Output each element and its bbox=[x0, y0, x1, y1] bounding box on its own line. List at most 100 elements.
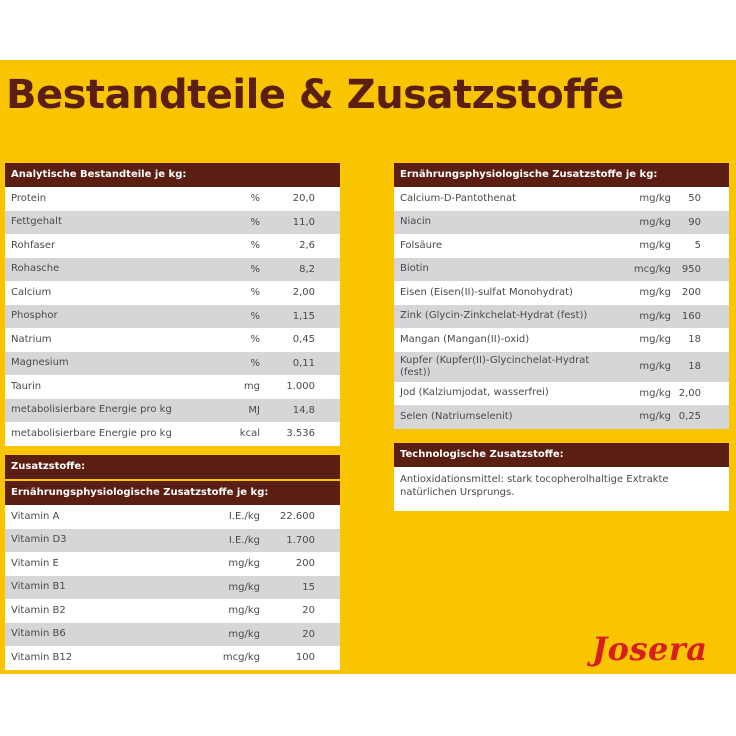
page-title: Bestandteile & Zusatzstoffe bbox=[6, 72, 624, 118]
table-row: Mangan (Mangan(II)-oxid) mg/kg 18 bbox=[394, 328, 729, 352]
table-row: Vitamin B2 mg/kg 20 bbox=[5, 599, 340, 623]
row-value: 18 bbox=[688, 334, 701, 346]
table-row: Phosphor% 1,15 bbox=[5, 304, 340, 328]
table-row: Rohfaser% 2,6 bbox=[5, 234, 340, 258]
row-unit: mg/kg bbox=[639, 310, 671, 322]
row-value: 18 bbox=[688, 361, 701, 372]
row-unit: mg/kg bbox=[639, 361, 671, 372]
row-unit: % bbox=[250, 310, 260, 322]
row-name: Fettgehalt bbox=[11, 216, 62, 228]
row-name: Phosphor bbox=[11, 310, 58, 322]
row-name: Selen (Natriumselenit) bbox=[400, 410, 513, 422]
table-row: Fettgehalt% 11,0 bbox=[5, 210, 340, 234]
row-unit: mg/kg bbox=[228, 628, 260, 640]
row-unit: mg/kg bbox=[228, 558, 260, 570]
analytical-header: Analytische Bestandteile je kg: bbox=[5, 163, 340, 187]
row-value: 22.600 bbox=[280, 511, 315, 523]
row-name: Vitamin E bbox=[11, 557, 59, 569]
row-name: Vitamin B1 bbox=[11, 581, 66, 593]
row-unit: MJ bbox=[248, 404, 260, 416]
table-row: Calcium-D-Pantothenat mg/kg 50 bbox=[394, 187, 729, 211]
row-name: Mangan (Mangan(II)-oxid) bbox=[400, 333, 530, 345]
row-value: 14,8 bbox=[292, 404, 315, 416]
table-row: Eisen (Eisen(II)-sulfat Monohydrat) mg/kg… bbox=[394, 281, 729, 305]
additives-header: Zusatzstoffe: bbox=[5, 455, 340, 479]
row-unit: % bbox=[250, 334, 260, 346]
row-name: metabolisierbare Energie pro kg bbox=[11, 404, 172, 416]
row-unit: kcal bbox=[239, 428, 260, 440]
table-row: Natrium% 0,45 bbox=[5, 328, 340, 352]
row-value: 20 bbox=[302, 605, 315, 617]
row-name: Vitamin D3 bbox=[11, 534, 67, 546]
row-value: 160 bbox=[681, 310, 701, 322]
row-name: Kupfer (Kupfer(II)-Glycinchelat-Hydrat (… bbox=[400, 354, 590, 378]
josera-logo: Josera bbox=[592, 630, 708, 668]
row-name: Vitamin A bbox=[11, 510, 60, 522]
row-value: 8,2 bbox=[299, 263, 315, 275]
row-unit: mg/kg bbox=[639, 287, 671, 299]
row-name: Vitamin B12 bbox=[11, 651, 73, 663]
table-row: Vitamin B12 mcg/kg 100 bbox=[5, 646, 340, 670]
row-unit: I.E./kg bbox=[228, 534, 260, 546]
row-value: 200 bbox=[295, 558, 315, 570]
row-value: 50 bbox=[688, 193, 701, 205]
row-name: Taurin bbox=[11, 380, 42, 392]
row-unit: mg/kg bbox=[639, 193, 671, 205]
row-unit: % bbox=[250, 240, 260, 252]
table-row: Jod (Kalziumjodat, wasserfrei) mg/kg 2,00 bbox=[394, 381, 729, 405]
technological-header: Technologische Zusatzstoffe: bbox=[394, 443, 729, 467]
analytical-rows: Protein% 20,0 Fettgehalt% 11,0 Rohfaser% 2,6 R… bbox=[5, 187, 340, 446]
additives-subheader: Ernährungsphysiologische Zusatzstoffe je… bbox=[5, 481, 340, 505]
table-row: Calcium% 2,00 bbox=[5, 281, 340, 305]
row-name: Niacin bbox=[400, 216, 432, 228]
table-row: Vitamin B6 mg/kg 20 bbox=[5, 622, 340, 646]
row-name: Calcium-D-Pantothenat bbox=[400, 192, 517, 204]
row-unit: mcg/kg bbox=[633, 263, 671, 275]
row-value: 11,0 bbox=[292, 216, 315, 228]
row-unit: mg/kg bbox=[639, 216, 671, 228]
row-unit: mcg/kg bbox=[222, 652, 260, 664]
table-row: metabolisierbare Energie pro kg MJ 14,8 bbox=[5, 398, 340, 422]
row-name: Jod (Kalziumjodat, wasserfrei) bbox=[400, 387, 549, 399]
row-name: Natrium bbox=[11, 333, 52, 345]
row-unit: mg bbox=[243, 381, 260, 393]
nutritional-rows: Calcium-D-Pantothenat mg/kg 50 Niacin mg/kg 9… bbox=[394, 187, 729, 429]
row-value: 15 bbox=[302, 581, 315, 593]
row-unit: I.E./kg bbox=[228, 511, 260, 523]
row-value: 100 bbox=[295, 652, 315, 664]
row-unit: mg/kg bbox=[639, 411, 671, 423]
row-unit: mg/kg bbox=[228, 581, 260, 593]
row-name: Vitamin B6 bbox=[11, 628, 66, 640]
table-row: metabolisierbare Energie pro kg kcal 3.536 bbox=[5, 422, 340, 446]
row-value: 20 bbox=[302, 628, 315, 640]
row-unit: % bbox=[250, 193, 260, 205]
table-row: Niacin mg/kg 90 bbox=[394, 210, 729, 234]
nutritional-header: Ernährungsphysiologische Zusatzstoffe je… bbox=[394, 163, 729, 187]
row-unit: % bbox=[250, 357, 260, 369]
additives-table: Zusatzstoffe: Ernährungsphysiologische Z… bbox=[5, 455, 340, 670]
row-unit: mg/kg bbox=[639, 334, 671, 346]
row-name: Biotin bbox=[400, 263, 429, 275]
row-value: 200 bbox=[681, 287, 701, 299]
row-name: Folsäure bbox=[400, 239, 443, 251]
row-name: metabolisierbare Energie pro kg bbox=[11, 427, 172, 439]
additives-rows: Vitamin A I.E./kg 22.600 Vitamin D3 I.E./kg 1… bbox=[5, 505, 340, 670]
row-name: Vitamin B2 bbox=[11, 604, 66, 616]
row-name: Rohasche bbox=[11, 263, 60, 275]
row-name: Protein bbox=[11, 192, 47, 204]
row-name: Eisen (Eisen(II)-sulfat Monohydrat) bbox=[400, 286, 573, 298]
table-row: Zink (Glycin-Zinkchelat-Hydrat (fest)) mg… bbox=[394, 304, 729, 328]
row-value: 2,6 bbox=[299, 240, 315, 252]
table-row: Biotin mcg/kg 950 bbox=[394, 257, 729, 281]
row-unit: mg/kg bbox=[639, 240, 671, 252]
row-name: Rohfaser bbox=[11, 239, 56, 251]
row-unit: mg/kg bbox=[228, 605, 260, 617]
row-unit: % bbox=[250, 263, 260, 275]
row-value: 0,25 bbox=[678, 411, 701, 423]
row-value: 950 bbox=[681, 263, 701, 275]
table-row: Vitamin B1 mg/kg 15 bbox=[5, 575, 340, 599]
row-value: 2,00 bbox=[292, 287, 315, 299]
row-unit: mg/kg bbox=[639, 387, 671, 399]
table-row: Taurin mg 1.000 bbox=[5, 375, 340, 399]
row-unit: % bbox=[250, 287, 260, 299]
